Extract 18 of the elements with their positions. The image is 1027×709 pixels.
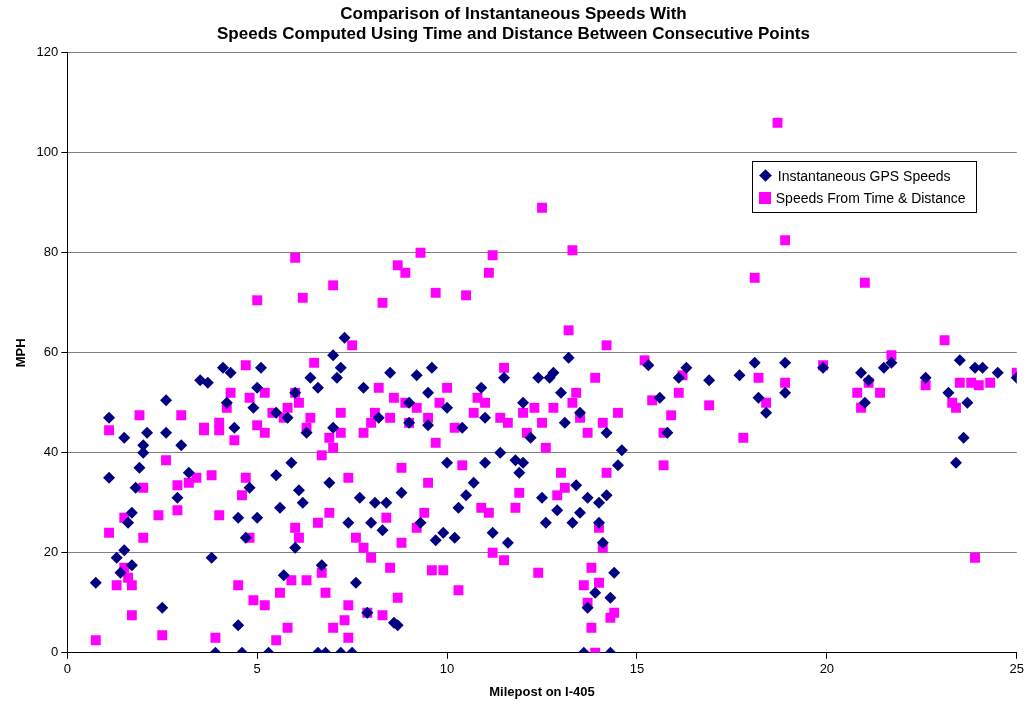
chart-title: Comparison of Instantaneous Speeds With Speeds Computed Using Time and Distance Between Consecutive Points [217, 3, 810, 44]
legend-label: Speeds From Time & Distance [775, 188, 966, 208]
y-tick-label: 100 [36, 144, 59, 160]
x-tick-label: 0 [63, 661, 71, 677]
y-tick-label: 40 [43, 444, 59, 460]
legend-label: Instantaneous GPS Speeds [777, 166, 951, 186]
y-tick-label: 120 [36, 44, 59, 60]
x-tick-label: 15 [629, 661, 645, 677]
y-tick-label: 80 [43, 244, 59, 260]
x-tick-label: 10 [439, 661, 455, 677]
y-tick-label: 60 [43, 344, 59, 360]
x-axis-title: Milepost on I-405 [489, 683, 595, 699]
x-tick-label: 20 [819, 661, 835, 677]
y-tick-label: 20 [43, 544, 59, 560]
y-axis-title: MPH [13, 338, 29, 368]
x-tick-label: 25 [1009, 661, 1024, 677]
x-tick-label: 5 [253, 661, 261, 677]
y-tick-label: 0 [51, 644, 59, 660]
